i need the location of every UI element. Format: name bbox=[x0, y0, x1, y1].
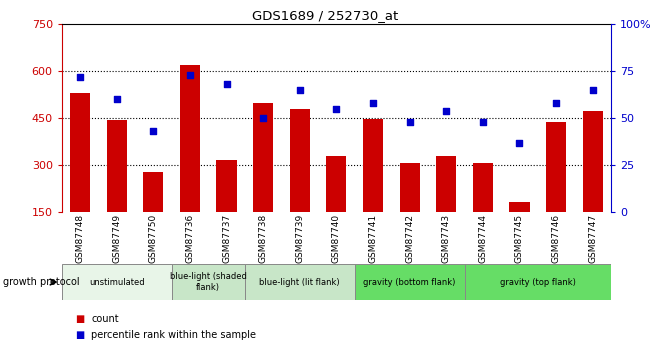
Text: blue-light (lit flank): blue-light (lit flank) bbox=[259, 277, 340, 287]
Point bbox=[588, 87, 598, 93]
Text: GSM87739: GSM87739 bbox=[295, 214, 304, 263]
Text: GDS1689 / 252730_at: GDS1689 / 252730_at bbox=[252, 9, 398, 22]
Point bbox=[258, 115, 268, 121]
Text: GSM87749: GSM87749 bbox=[112, 214, 121, 263]
Point bbox=[294, 87, 305, 93]
Bar bbox=[582, 111, 603, 212]
Text: GSM87743: GSM87743 bbox=[442, 214, 450, 263]
Text: GSM87741: GSM87741 bbox=[369, 214, 378, 263]
Text: growth protocol: growth protocol bbox=[3, 277, 80, 287]
Text: GSM87744: GSM87744 bbox=[478, 214, 488, 263]
Bar bbox=[143, 172, 163, 212]
Text: GSM87742: GSM87742 bbox=[405, 214, 414, 263]
Bar bbox=[216, 159, 237, 212]
Bar bbox=[473, 162, 493, 212]
Point bbox=[368, 100, 378, 106]
Point bbox=[478, 119, 488, 125]
Text: blue-light (shaded
flank): blue-light (shaded flank) bbox=[170, 272, 246, 292]
Text: GSM87737: GSM87737 bbox=[222, 214, 231, 263]
Text: ■: ■ bbox=[75, 314, 84, 324]
Text: GSM87738: GSM87738 bbox=[259, 214, 268, 263]
Bar bbox=[290, 109, 310, 212]
Bar bbox=[355, 264, 465, 300]
Point bbox=[404, 119, 415, 125]
Text: gravity (top flank): gravity (top flank) bbox=[500, 277, 576, 287]
Point bbox=[112, 97, 122, 102]
Text: GSM87746: GSM87746 bbox=[552, 214, 560, 263]
Bar bbox=[436, 156, 456, 212]
Text: unstimulated: unstimulated bbox=[89, 277, 144, 287]
Point bbox=[331, 106, 342, 111]
Point bbox=[441, 108, 451, 114]
Bar bbox=[107, 120, 127, 212]
Text: GSM87750: GSM87750 bbox=[149, 214, 158, 263]
Text: percentile rank within the sample: percentile rank within the sample bbox=[91, 330, 256, 339]
Bar bbox=[510, 202, 530, 212]
Bar bbox=[70, 93, 90, 212]
Text: GSM87748: GSM87748 bbox=[75, 214, 84, 263]
Bar bbox=[400, 162, 420, 212]
Text: count: count bbox=[91, 314, 119, 324]
Bar bbox=[253, 103, 273, 212]
Point bbox=[221, 81, 232, 87]
Text: GSM87740: GSM87740 bbox=[332, 214, 341, 263]
Point bbox=[514, 140, 525, 145]
Bar bbox=[245, 264, 355, 300]
Bar bbox=[180, 65, 200, 212]
Text: gravity (bottom flank): gravity (bottom flank) bbox=[363, 277, 456, 287]
Text: GSM87745: GSM87745 bbox=[515, 214, 524, 263]
Point bbox=[551, 100, 562, 106]
Bar bbox=[465, 264, 611, 300]
Text: GSM87736: GSM87736 bbox=[185, 214, 194, 263]
Bar bbox=[326, 156, 346, 212]
Bar bbox=[172, 264, 245, 300]
Text: GSM87747: GSM87747 bbox=[588, 214, 597, 263]
Text: ■: ■ bbox=[75, 330, 84, 339]
Bar bbox=[363, 119, 383, 212]
Point bbox=[148, 129, 159, 134]
Bar bbox=[62, 264, 172, 300]
Point bbox=[75, 74, 85, 80]
Bar bbox=[546, 122, 566, 212]
Point bbox=[185, 72, 195, 78]
